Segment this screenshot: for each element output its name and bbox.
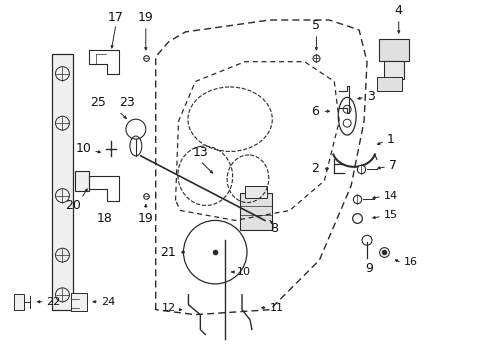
Text: 21: 21 (160, 246, 175, 258)
Bar (14, 294, 24, 310)
Text: 15: 15 (383, 211, 397, 220)
Text: 14: 14 (383, 190, 397, 201)
Text: 22: 22 (46, 297, 61, 307)
Text: 18: 18 (96, 212, 112, 225)
Text: 20: 20 (65, 199, 81, 212)
Bar (51, 54, 73, 310)
Text: 6: 6 (311, 105, 319, 118)
Text: 8: 8 (269, 222, 277, 235)
Bar (71, 293, 87, 311)
Text: 1: 1 (386, 132, 394, 145)
Text: 25: 25 (90, 96, 106, 109)
Text: 5: 5 (312, 19, 320, 32)
Text: 4: 4 (394, 4, 402, 17)
Text: 19: 19 (138, 11, 153, 24)
Text: 19: 19 (138, 212, 153, 225)
Bar (376, 77, 401, 91)
Text: 9: 9 (365, 262, 372, 275)
Text: 11: 11 (269, 303, 283, 313)
Bar (383, 61, 403, 78)
Text: 10: 10 (75, 143, 91, 156)
Bar (244, 186, 266, 198)
Text: 2: 2 (311, 162, 319, 175)
Text: 24: 24 (101, 297, 115, 307)
Text: 7: 7 (388, 159, 396, 172)
Text: 23: 23 (119, 96, 135, 109)
Text: 17: 17 (108, 11, 123, 24)
Text: 16: 16 (403, 257, 417, 267)
Text: 10: 10 (237, 267, 250, 277)
Text: 3: 3 (366, 90, 374, 103)
Bar (75, 171, 89, 191)
Text: 12: 12 (161, 303, 175, 313)
Bar (378, 39, 408, 61)
Text: 13: 13 (192, 146, 208, 159)
Bar (240, 193, 271, 230)
